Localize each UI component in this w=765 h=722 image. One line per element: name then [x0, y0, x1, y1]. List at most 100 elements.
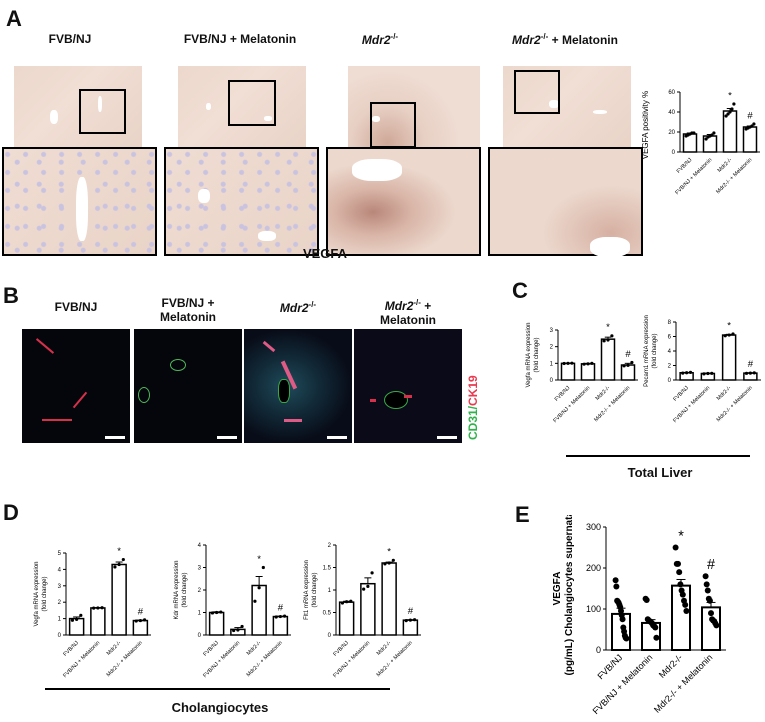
- svg-text:1: 1: [198, 611, 202, 617]
- panel-d-footer: Cholangiocytes: [171, 700, 269, 715]
- svg-text:FVB/NJ: FVB/NJ: [202, 640, 220, 658]
- svg-text:*: *: [727, 320, 731, 331]
- panel-b-group-label-2: FVB/NJ + Melatonin: [160, 296, 216, 324]
- svg-text:Mdr2-/-: Mdr2-/-: [717, 157, 734, 174]
- panel-d-bracket-line: [45, 688, 390, 690]
- svg-text:1: 1: [550, 361, 554, 367]
- panel-b-stain-label: CD31/CK19: [466, 375, 480, 440]
- svg-text:100: 100: [586, 604, 601, 614]
- panel-c-footer: Total Liver: [627, 465, 693, 480]
- svg-text:FVB/NJ + Melatonin: FVB/NJ + Melatonin: [332, 640, 371, 679]
- svg-text:0: 0: [668, 378, 672, 384]
- svg-text:VEGFA: VEGFA: [552, 572, 563, 606]
- svg-text:FVB/NJ + Melatonin: FVB/NJ + Melatonin: [552, 385, 591, 424]
- scale-bar: [217, 436, 237, 439]
- svg-text:4: 4: [198, 543, 202, 549]
- if-image-fvbnj: [22, 329, 130, 443]
- svg-text:#: #: [278, 603, 284, 614]
- svg-text:40: 40: [668, 110, 675, 116]
- svg-text:3: 3: [198, 566, 202, 572]
- panel-a-group-label-3: Mdr2-/-: [361, 32, 399, 47]
- panel-b-group-label-1: FVB/NJ: [54, 300, 98, 314]
- svg-text:Vegfa mRNA expression: Vegfa mRNA expression: [526, 322, 532, 387]
- svg-text:0: 0: [198, 633, 202, 639]
- ihc-highmag-fvbnj: [2, 147, 157, 256]
- ihc-highmag-mdr2: [326, 147, 481, 256]
- svg-text:Mdr2-/- + Melatonin: Mdr2-/- + Melatonin: [715, 157, 753, 195]
- ihc-lowmag-mdr2: [348, 66, 480, 162]
- svg-text:#: #: [625, 349, 631, 360]
- panel-a-group-label-2: FVB/NJ + Melatonin: [183, 32, 297, 46]
- svg-text:#: #: [707, 557, 715, 573]
- ihc-highmag-fvbnj-melatonin: [164, 147, 319, 256]
- svg-text:Flt1 mRNA expression: Flt1 mRNA expression: [304, 560, 310, 620]
- svg-text:*: *: [606, 322, 610, 333]
- if-image-fvbnj-melatonin: [134, 329, 242, 443]
- svg-text:(fold change): (fold change): [312, 572, 318, 607]
- panel-label-b: B: [3, 283, 19, 308]
- panel-label-c: C: [512, 278, 528, 303]
- svg-text:FVB/NJ + Melatonin: FVB/NJ + Melatonin: [62, 640, 101, 679]
- svg-text:(pg/mL) Cholangiocytes superna: (pg/mL) Cholangiocytes supernatant: [564, 515, 575, 675]
- if-image-mdr2-melatonin: [354, 329, 462, 443]
- svg-text:1: 1: [58, 617, 62, 623]
- svg-text:1: 1: [328, 588, 332, 594]
- svg-text:20: 20: [668, 130, 675, 136]
- ihc-lowmag-fvbnj-melatonin: [178, 66, 306, 162]
- svg-text:Pecam1 mRNA expression: Pecam1 mRNA expression: [644, 315, 650, 387]
- svg-text:0: 0: [672, 150, 676, 156]
- inset-box: [79, 89, 126, 134]
- ihc-lowmag-mdr2-melatonin: [503, 66, 631, 162]
- svg-text:Mdr2-/-: Mdr2-/-: [716, 385, 733, 402]
- if-image-mdr2: [244, 329, 352, 443]
- svg-text:6: 6: [668, 335, 672, 341]
- svg-text:FVB/NJ: FVB/NJ: [672, 385, 690, 403]
- svg-text:#: #: [408, 606, 414, 617]
- svg-text:3: 3: [550, 328, 554, 334]
- svg-text:Mdr2-/-: Mdr2-/-: [595, 385, 612, 402]
- svg-text:Vegfa mRNA expression: Vegfa mRNA expression: [34, 561, 40, 626]
- svg-text:Kdr mRNA expression: Kdr mRNA expression: [174, 560, 180, 619]
- panel-b-group-label-3: Mdr2-/-: [279, 300, 317, 315]
- panel-label-d: D: [3, 500, 19, 525]
- panel-a-group-label-1: FVB/NJ: [48, 32, 92, 46]
- svg-text:Mdr2-/- + Melatonin: Mdr2-/- + Melatonin: [593, 385, 631, 423]
- svg-text:FVB/NJ + Melatonin: FVB/NJ + Melatonin: [591, 652, 655, 716]
- svg-text:(fold change): (fold change): [42, 576, 48, 611]
- scale-bar: [327, 436, 347, 439]
- svg-text:#: #: [747, 110, 753, 121]
- svg-text:Mdr2-/-: Mdr2-/-: [246, 640, 263, 657]
- svg-text:FVB/NJ: FVB/NJ: [676, 157, 694, 175]
- svg-text:(fold change): (fold change): [534, 337, 540, 372]
- svg-text:(fold change): (fold change): [182, 572, 188, 607]
- svg-text:FVB/NJ: FVB/NJ: [554, 385, 572, 403]
- svg-text:2: 2: [198, 588, 202, 594]
- inset-box: [228, 80, 276, 126]
- svg-text:0: 0: [596, 645, 601, 655]
- svg-text:4: 4: [668, 349, 672, 355]
- svg-text:0: 0: [550, 378, 554, 384]
- svg-text:4: 4: [58, 567, 62, 573]
- svg-text:*: *: [678, 529, 684, 545]
- svg-text:2: 2: [58, 600, 62, 606]
- panel-a-group-label-4: Mdr2-/- + Melatonin: [512, 32, 618, 47]
- svg-text:0: 0: [328, 633, 332, 639]
- svg-text:FVB/NJ + Melatonin: FVB/NJ + Melatonin: [674, 157, 713, 196]
- scale-bar: [437, 436, 457, 439]
- svg-text:8: 8: [668, 320, 672, 326]
- svg-text:1.5: 1.5: [323, 566, 332, 572]
- svg-text:#: #: [138, 606, 144, 617]
- svg-text:*: *: [257, 554, 261, 565]
- svg-text:FVB/NJ: FVB/NJ: [332, 640, 350, 658]
- scale-bar: [105, 436, 125, 439]
- inset-box: [514, 70, 560, 114]
- svg-text:5: 5: [58, 551, 62, 557]
- svg-text:2: 2: [328, 543, 332, 549]
